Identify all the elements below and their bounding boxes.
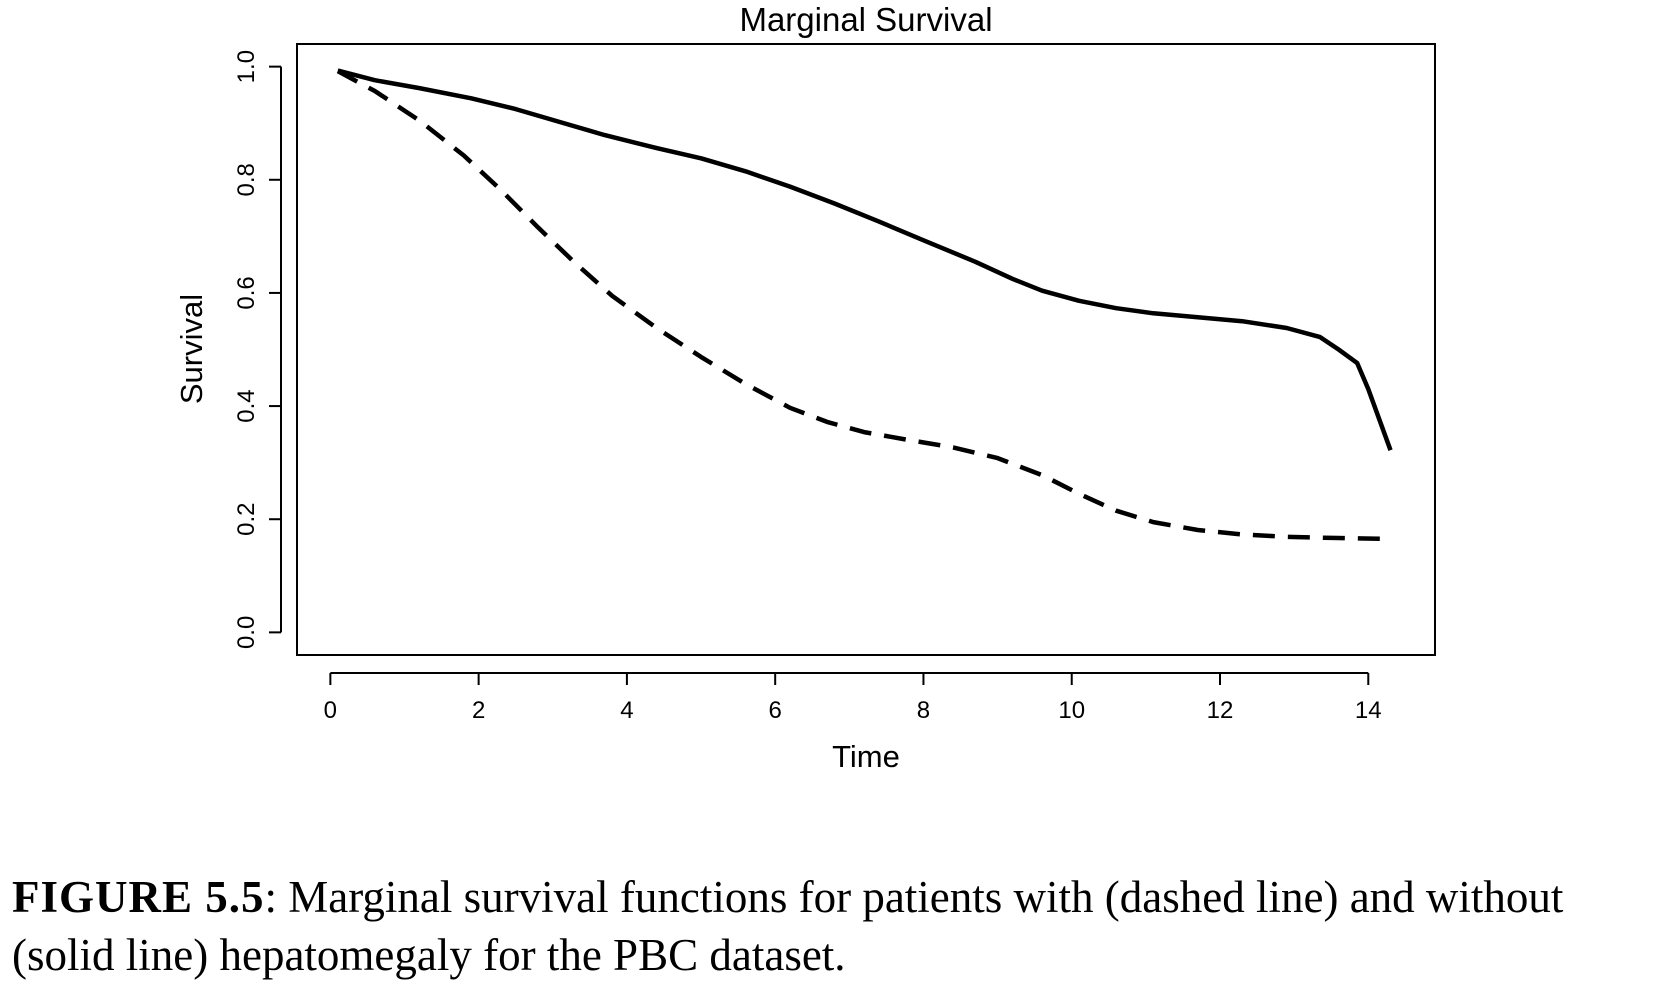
chart-title: Marginal Survival	[739, 1, 992, 38]
y-tick-label: 1.0	[233, 50, 260, 83]
x-tick-label: 0	[324, 697, 337, 724]
y-tick-label: 0.6	[233, 276, 260, 309]
x-tick-label: 10	[1058, 697, 1085, 724]
chart: Marginal Survival Time Survival 0 2 4 6 8 10 1…	[174, 1, 1436, 774]
y-tick-label: 0.0	[233, 616, 260, 649]
x-axis-title: Time	[832, 739, 900, 774]
y-tick-label: 0.8	[233, 163, 260, 196]
x-tick-label: 4	[620, 697, 633, 724]
y-axis-title: Survival	[174, 294, 209, 404]
caption-label: FIGURE 5.5	[12, 872, 265, 922]
y-axis: 0.0 0.2 0.4 0.6 0.8 1.0	[233, 50, 282, 649]
x-tick-label: 6	[769, 697, 782, 724]
y-tick-label: 0.4	[233, 389, 260, 422]
x-tick-label: 8	[917, 697, 930, 724]
series-line-solid	[337, 68, 1393, 451]
figure-caption: FIGURE 5.5: Marginal survival functions …	[12, 868, 1652, 984]
x-axis: 0 2 4 6 8 10 12 14	[324, 672, 1382, 724]
x-tick-label: 14	[1355, 697, 1382, 724]
x-tick-label: 2	[472, 697, 485, 724]
series-layer	[336, 68, 1393, 542]
series-line-dashed	[336, 69, 1391, 542]
x-tick-label: 12	[1207, 697, 1234, 724]
plot-frame	[296, 43, 1436, 656]
caption-text: : Marginal survival functions for patien…	[12, 872, 1564, 980]
y-tick-label: 0.2	[233, 503, 260, 536]
